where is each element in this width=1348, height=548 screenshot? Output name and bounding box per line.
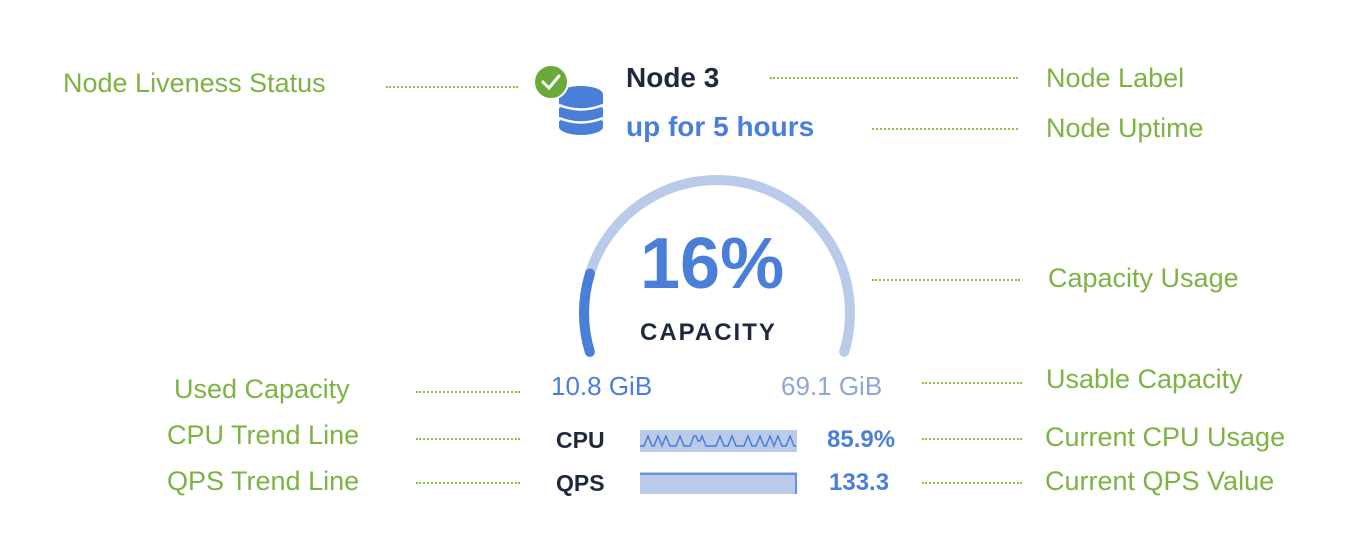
qps-trend-path xyxy=(640,473,797,494)
annotation-qps-current: Current QPS Value xyxy=(1045,466,1275,496)
annotation-node-label: Node Label xyxy=(1046,63,1185,93)
capacity-caption: CAPACITY xyxy=(640,319,777,346)
annotation-capacity-usage: Capacity Usage xyxy=(1048,263,1239,293)
database-icon xyxy=(558,86,604,135)
usable-capacity: 69.1 GiB xyxy=(781,371,883,401)
leader-line xyxy=(416,438,520,440)
node-label[interactable]: Node 3 xyxy=(626,62,720,93)
leader-line xyxy=(416,482,520,484)
capacity-percent: 16% xyxy=(640,224,785,304)
annotation-used-capacity: Used Capacity xyxy=(174,374,350,404)
used-capacity: 10.8 GiB xyxy=(551,371,653,401)
leader-line xyxy=(922,438,1022,440)
qps-label: QPS xyxy=(556,470,605,496)
leader-line xyxy=(872,128,1018,130)
leader-line xyxy=(770,77,1018,79)
cpu-trend-path xyxy=(640,433,796,449)
leader-line xyxy=(416,391,520,393)
check-circle-icon xyxy=(533,64,569,100)
qps-value: 133.3 xyxy=(829,469,890,496)
leader-line xyxy=(922,482,1022,484)
annotation-qps-trend: QPS Trend Line xyxy=(167,466,360,496)
leader-line xyxy=(386,86,518,88)
leader-line xyxy=(922,382,1022,384)
node-uptime: up for 5 hours xyxy=(626,111,815,142)
annotation-usable-capacity: Usable Capacity xyxy=(1046,364,1243,394)
leader-line xyxy=(872,279,1020,281)
capacity-gauge-fill xyxy=(579,268,595,357)
cpu-label: CPU xyxy=(556,427,605,453)
annotation-cpu-trend: CPU Trend Line xyxy=(167,420,360,450)
annotation-uptime: Node Uptime xyxy=(1046,113,1204,143)
annotation-cpu-current: Current CPU Usage xyxy=(1045,422,1286,452)
cpu-value: 85.9% xyxy=(827,426,896,453)
qps-trend-line xyxy=(640,472,797,494)
annotation-liveness: Node Liveness Status xyxy=(63,68,326,98)
